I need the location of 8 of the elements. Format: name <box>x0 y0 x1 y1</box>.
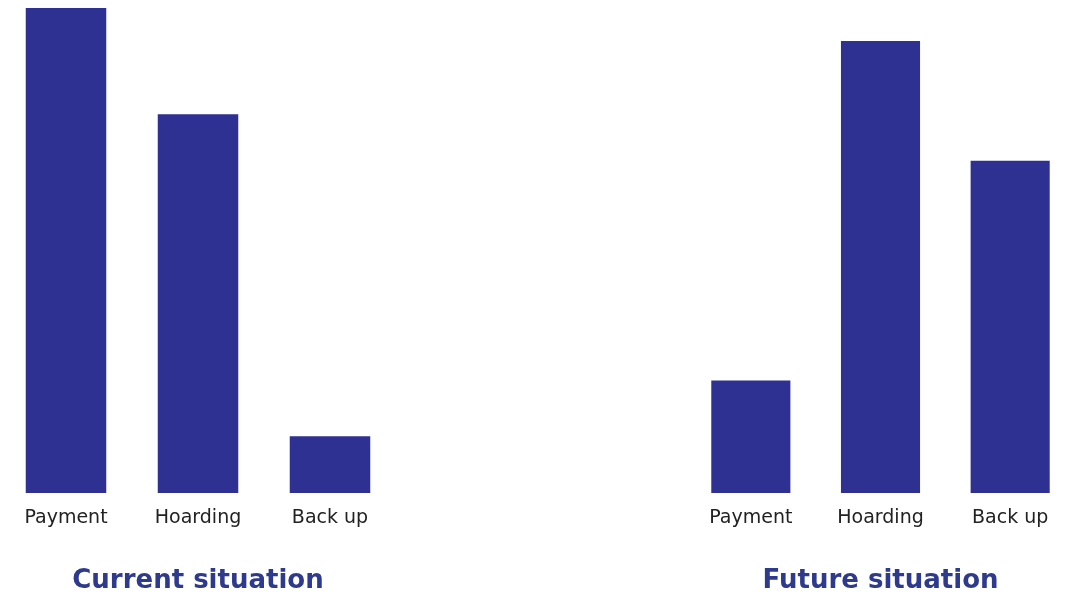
x-tick-label: Payment <box>709 505 793 528</box>
x-tick-label: Payment <box>24 505 108 528</box>
x-tick-label: Back up <box>972 505 1049 528</box>
x-tick-label: Back up <box>291 505 369 528</box>
text: Current situation <box>72 564 324 595</box>
text: Future situation <box>762 564 999 595</box>
x-tick-label: Hoarding <box>154 505 242 528</box>
x-tick-label: Hoarding <box>837 505 924 528</box>
